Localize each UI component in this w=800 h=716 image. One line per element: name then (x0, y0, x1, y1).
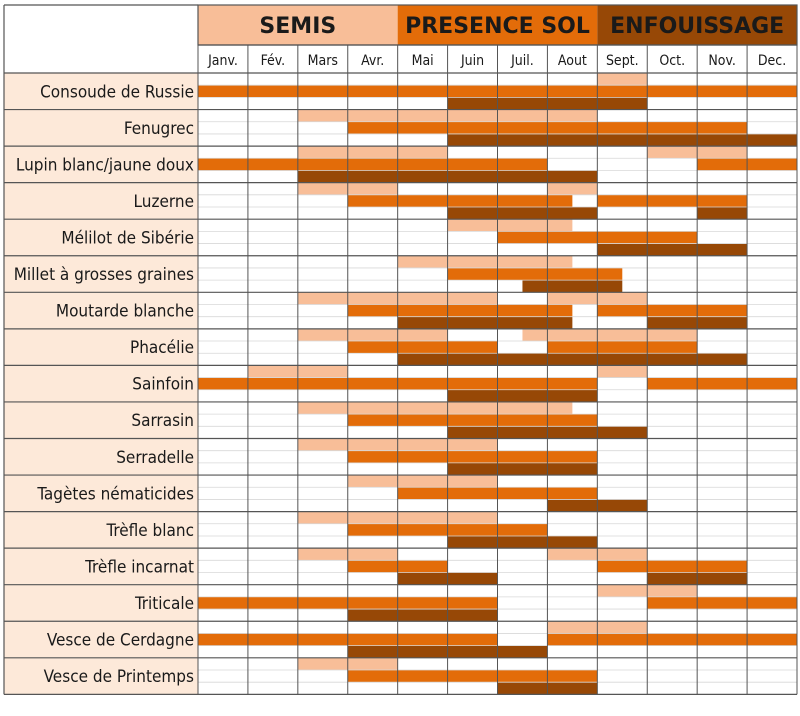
row-label: Moutarde blanche (56, 302, 194, 322)
row-label-bg (4, 292, 198, 329)
month-label: Juil. (510, 53, 534, 69)
cell-semis (597, 73, 648, 86)
cell-semis (397, 255, 573, 268)
row-label: Lupin blanc/jaune doux (16, 155, 194, 175)
month-label: Mars (308, 53, 338, 69)
row-label-bg (4, 255, 198, 293)
row-label: Trèfle incarnat (84, 557, 194, 577)
cell-presence (198, 158, 423, 171)
row-label: Tagètes nématicides (36, 484, 194, 504)
row-label: Mélilot de Sibérie (61, 228, 194, 248)
cell-semis (547, 182, 598, 195)
row-label-bg (4, 657, 198, 695)
month-label: Nov. (708, 53, 736, 69)
phase-header-presence (397, 5, 598, 45)
cell-presence (347, 450, 598, 463)
row-label: Fenugrec (124, 119, 194, 139)
row-label-bg (4, 182, 198, 220)
cell-presence (447, 267, 623, 281)
row-label-bg (4, 109, 198, 147)
row-label-column: Consoude de Russie Fenugrec Lupin blanc/ja… (4, 73, 198, 695)
row-label: Luzerne (134, 192, 194, 212)
cell-semis (297, 401, 573, 415)
month-label: Mai (412, 53, 434, 69)
row-label-bg (4, 584, 198, 622)
cell-presence (597, 194, 748, 208)
month-label: Fév. (261, 53, 286, 69)
row-label: Trèfle blanc (105, 521, 194, 541)
phase-header-semis (198, 5, 398, 45)
row-label-bg (4, 328, 198, 366)
cell-presence (597, 560, 748, 573)
row-label: Triticale (134, 594, 194, 614)
phase-label-enfouissage: ENFOUISSAGE (610, 14, 784, 39)
row-label-bg (4, 548, 198, 585)
phase-header-row: SEMIS PRESENCE SOL ENFOUISSAGE (198, 5, 797, 45)
month-label: Avr. (361, 53, 384, 69)
phase-label-semis: SEMIS (259, 14, 336, 39)
month-label: Juin (460, 53, 484, 69)
cell-semis (347, 475, 498, 488)
cell-semis (447, 219, 573, 232)
row-label: Sainfoin (132, 375, 194, 395)
cell-enfouissage (447, 133, 797, 147)
phase-header-enfouissage (597, 5, 797, 45)
cell-semis (522, 328, 698, 342)
cell-presence (347, 414, 598, 427)
row-label: Serradelle (116, 448, 194, 468)
cell-presence (647, 596, 797, 610)
row-label-bg (4, 475, 198, 512)
row-label: Vesce de Cerdagne (47, 631, 194, 651)
month-label: Aout (558, 53, 587, 69)
cell-enfouissage (447, 207, 598, 220)
cell-enfouissage (397, 316, 573, 329)
row-label-bg (4, 73, 198, 110)
phase-label-presence: PRESENCE SOL (405, 14, 590, 39)
cell-presence (397, 158, 548, 171)
cell-presence (347, 669, 598, 683)
row-label-bg (4, 365, 198, 402)
row-label-bg (4, 511, 198, 549)
cell-semis (297, 146, 448, 159)
cell-presence (647, 377, 797, 390)
grid-lines (3, 4, 798, 695)
cell-presence (547, 341, 698, 354)
month-label: Janv. (207, 53, 238, 69)
cell-enfouissage (397, 353, 548, 366)
cell-enfouissage (447, 535, 598, 549)
cell-enfouissage (597, 243, 748, 256)
cell-enfouissage (522, 280, 623, 293)
cell-presence (347, 194, 573, 208)
cell-enfouissage (447, 462, 598, 476)
row-label-bg (4, 621, 198, 658)
cell-presence (597, 304, 748, 317)
row-label-bg (4, 438, 198, 476)
row-label-bg (4, 401, 198, 439)
month-header-row: Janv. Fév. Mars Avr. Mai Juin Juil. Aout Sept. Oc… (207, 53, 786, 69)
phase-header-border (197, 4, 798, 46)
row-label: Millet à grosses graines (14, 265, 194, 285)
cell-enfouissage (697, 207, 748, 220)
month-label: Sept. (606, 53, 639, 69)
row-label: Sarrasin (131, 411, 194, 431)
cell-enfouissage (347, 609, 498, 622)
cell-semis (597, 365, 648, 378)
row-label: Vesce de Printemps (44, 667, 194, 687)
cell-presence (347, 304, 573, 317)
row-label: Phacélie (130, 338, 194, 358)
cell-presence (347, 341, 498, 354)
month-label: Dec. (758, 53, 786, 69)
row-label: Consoude de Russie (40, 82, 194, 102)
cell-enfouissage (447, 389, 598, 402)
cell-semis (297, 328, 448, 342)
row-label-bg (4, 146, 198, 183)
month-label: Oct. (659, 53, 685, 69)
cell-presence (547, 633, 797, 646)
row-label-bg (4, 219, 198, 256)
